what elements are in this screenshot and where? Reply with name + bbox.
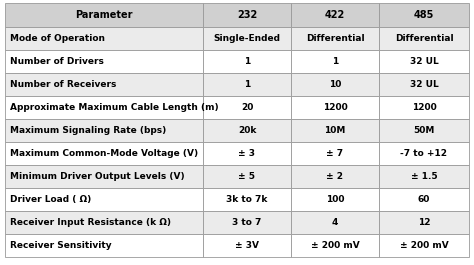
Text: 32 UL: 32 UL bbox=[410, 80, 438, 89]
Bar bbox=[203, 3, 291, 27]
Text: 10: 10 bbox=[329, 80, 341, 89]
Text: ± 200 mV: ± 200 mV bbox=[310, 241, 359, 250]
Text: Maximum Signaling Rate (bps): Maximum Signaling Rate (bps) bbox=[10, 126, 166, 135]
Text: ± 5: ± 5 bbox=[238, 172, 255, 181]
Text: 100: 100 bbox=[326, 195, 344, 204]
Text: 422: 422 bbox=[325, 10, 345, 20]
Bar bbox=[203, 142, 291, 165]
Text: Differential: Differential bbox=[395, 34, 453, 43]
Bar bbox=[291, 165, 379, 188]
Text: 12: 12 bbox=[418, 218, 430, 227]
Text: -7 to +12: -7 to +12 bbox=[401, 149, 447, 158]
Bar bbox=[379, 27, 469, 50]
Bar bbox=[379, 119, 469, 142]
Text: 3k to 7k: 3k to 7k bbox=[226, 195, 268, 204]
Bar bbox=[203, 27, 291, 50]
Bar bbox=[5, 73, 203, 96]
Bar bbox=[291, 50, 379, 73]
Text: 1: 1 bbox=[332, 57, 338, 66]
Text: Maximum Common-Mode Voltage (V): Maximum Common-Mode Voltage (V) bbox=[10, 149, 198, 158]
Bar bbox=[291, 73, 379, 96]
Bar bbox=[379, 188, 469, 211]
Bar bbox=[203, 73, 291, 96]
Bar bbox=[5, 142, 203, 165]
Text: Parameter: Parameter bbox=[75, 10, 133, 20]
Bar bbox=[5, 211, 203, 234]
Text: Minimum Driver Output Levels (V): Minimum Driver Output Levels (V) bbox=[10, 172, 185, 181]
Bar bbox=[203, 165, 291, 188]
Bar bbox=[5, 165, 203, 188]
Bar bbox=[291, 211, 379, 234]
Text: Receiver Sensitivity: Receiver Sensitivity bbox=[10, 241, 111, 250]
Text: 10M: 10M bbox=[324, 126, 346, 135]
Text: 4: 4 bbox=[332, 218, 338, 227]
Bar bbox=[379, 3, 469, 27]
Bar bbox=[291, 119, 379, 142]
Bar bbox=[5, 119, 203, 142]
Bar bbox=[379, 234, 469, 257]
Text: Number of Drivers: Number of Drivers bbox=[10, 57, 104, 66]
Text: 32 UL: 32 UL bbox=[410, 57, 438, 66]
Bar bbox=[291, 27, 379, 50]
Bar bbox=[379, 211, 469, 234]
Text: 1200: 1200 bbox=[323, 103, 347, 112]
Bar bbox=[5, 188, 203, 211]
Bar bbox=[379, 165, 469, 188]
Text: ± 1.5: ± 1.5 bbox=[410, 172, 438, 181]
Text: ± 7: ± 7 bbox=[327, 149, 344, 158]
Text: ± 200 mV: ± 200 mV bbox=[400, 241, 448, 250]
Bar bbox=[203, 188, 291, 211]
Text: 20k: 20k bbox=[238, 126, 256, 135]
Bar bbox=[203, 96, 291, 119]
Text: Receiver Input Resistance (k Ω): Receiver Input Resistance (k Ω) bbox=[10, 218, 171, 227]
Text: 3 to 7: 3 to 7 bbox=[232, 218, 262, 227]
Text: Driver Load ( Ω): Driver Load ( Ω) bbox=[10, 195, 91, 204]
Bar bbox=[379, 73, 469, 96]
Bar bbox=[379, 96, 469, 119]
Bar bbox=[5, 96, 203, 119]
Bar bbox=[5, 27, 203, 50]
Text: 60: 60 bbox=[418, 195, 430, 204]
Bar bbox=[291, 3, 379, 27]
Text: Mode of Operation: Mode of Operation bbox=[10, 34, 105, 43]
Text: ± 3: ± 3 bbox=[238, 149, 255, 158]
Bar bbox=[379, 142, 469, 165]
Text: 1200: 1200 bbox=[411, 103, 437, 112]
Text: Approximate Maximum Cable Length (m): Approximate Maximum Cable Length (m) bbox=[10, 103, 219, 112]
Text: ± 2: ± 2 bbox=[327, 172, 344, 181]
Bar bbox=[291, 188, 379, 211]
Bar bbox=[203, 119, 291, 142]
Bar bbox=[291, 96, 379, 119]
Text: 1: 1 bbox=[244, 57, 250, 66]
Text: 232: 232 bbox=[237, 10, 257, 20]
Bar bbox=[5, 50, 203, 73]
Text: ± 3V: ± 3V bbox=[235, 241, 259, 250]
Text: 50M: 50M bbox=[413, 126, 435, 135]
Bar bbox=[5, 234, 203, 257]
Bar bbox=[379, 50, 469, 73]
Text: 485: 485 bbox=[414, 10, 434, 20]
Bar bbox=[203, 211, 291, 234]
Text: 20: 20 bbox=[241, 103, 253, 112]
Text: Single-Ended: Single-Ended bbox=[213, 34, 281, 43]
Text: Differential: Differential bbox=[306, 34, 365, 43]
Text: 1: 1 bbox=[244, 80, 250, 89]
Bar bbox=[291, 142, 379, 165]
Bar bbox=[203, 234, 291, 257]
Bar bbox=[5, 3, 203, 27]
Bar bbox=[203, 50, 291, 73]
Text: Number of Receivers: Number of Receivers bbox=[10, 80, 117, 89]
Bar bbox=[291, 234, 379, 257]
